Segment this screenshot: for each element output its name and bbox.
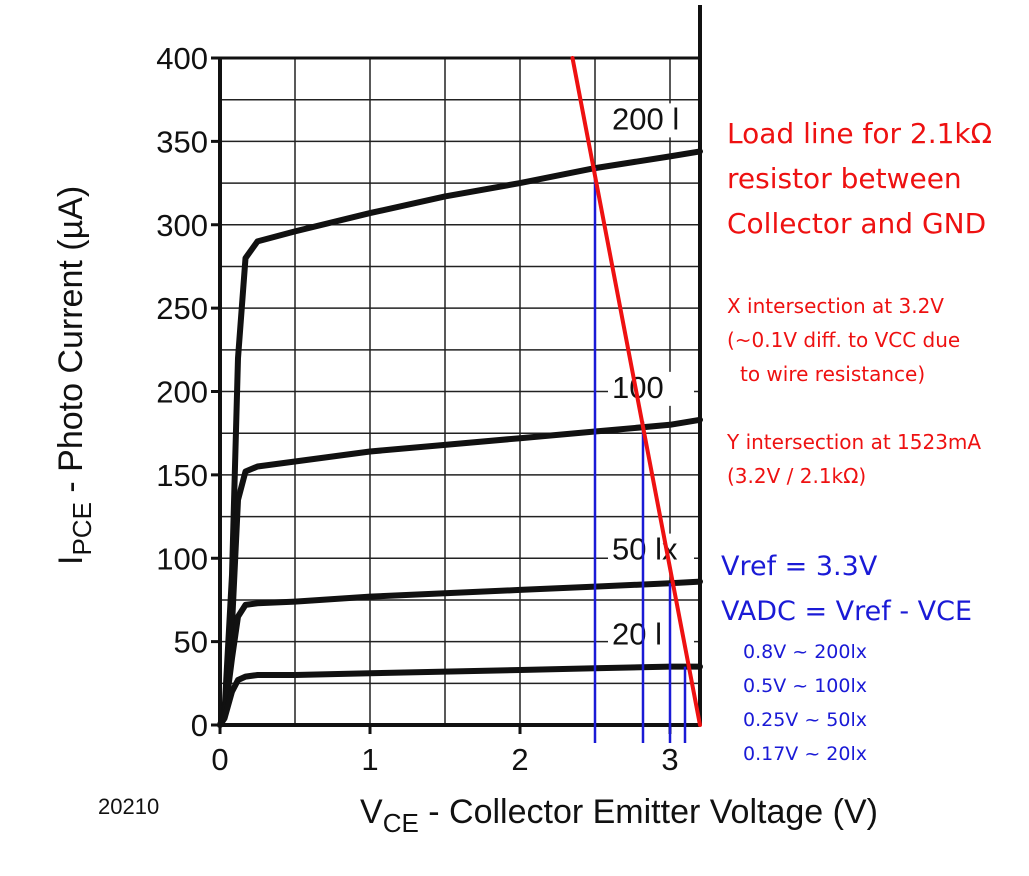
mapping-note-200lx: 0.8V ~ 200lx bbox=[743, 641, 867, 663]
curve-label: 200 l bbox=[612, 101, 679, 136]
y-tick-label: 100 bbox=[156, 541, 208, 576]
curve-label-backing bbox=[608, 371, 694, 406]
y-axis-title: IPCE - Photo Current (µA) bbox=[52, 186, 97, 565]
y-tick-label: 400 bbox=[156, 41, 208, 76]
y-axis-title-main: I bbox=[52, 556, 90, 565]
load-line-note-2: resistor between bbox=[727, 162, 962, 195]
load-line-note-3: Collector and GND bbox=[727, 207, 986, 240]
load-line-note-1: Load line for 2.1kΩ bbox=[727, 117, 992, 150]
mapping-note-20lx: 0.17V ~ 20lx bbox=[743, 743, 867, 765]
y-axis-title-rest: - Photo Current (µA) bbox=[52, 186, 90, 502]
vadc-note: VADC = Vref - VCE bbox=[721, 596, 972, 627]
load-line-annotation: Load line for 2.1kΩ resistor between Col… bbox=[727, 117, 992, 240]
figure-id: 20210 bbox=[98, 794, 159, 819]
x-axis-title: VCE - Collector Emitter Voltage (V) bbox=[360, 793, 878, 838]
mapping-note-50lx: 0.25V ~ 50lx bbox=[743, 709, 867, 731]
y-intersection-note-2: (3.2V / 2.1kΩ) bbox=[727, 464, 866, 488]
y-tick-label: 200 bbox=[156, 375, 208, 410]
y-tick-label: 250 bbox=[156, 291, 208, 326]
x-intersection-note-2: (~0.1V diff. to VCC due bbox=[727, 328, 960, 352]
x-axis-title-sub: CE bbox=[383, 808, 419, 838]
photo-current-curve bbox=[217, 416, 703, 728]
x-intersection-note-1: X intersection at 3.2V bbox=[727, 294, 944, 318]
curve-label: 20 l bbox=[612, 617, 662, 652]
y-tick-label: 50 bbox=[174, 625, 208, 660]
x-intersection-annotation: X intersection at 3.2V (~0.1V diff. to V… bbox=[727, 294, 960, 386]
load-line-group bbox=[570, 56, 702, 727]
y-tick-label: 300 bbox=[156, 208, 208, 243]
y-tick-label: 150 bbox=[156, 458, 208, 493]
operating-point-markers bbox=[593, 168, 687, 743]
x-intersection-note-3: to wire resistance) bbox=[740, 362, 925, 386]
y-tick-label: 0 bbox=[191, 708, 208, 743]
x-tick-label: 0 bbox=[211, 742, 228, 777]
mapping-note-100lx: 0.5V ~ 100lx bbox=[743, 675, 867, 697]
tick-labels: 0 1 2 3 0 50 100 150 200 250 300 350 400 bbox=[156, 41, 678, 777]
y-axis-title-sub: PCE bbox=[67, 502, 97, 555]
x-tick-label: 1 bbox=[361, 742, 378, 777]
curve-label-backing bbox=[608, 533, 694, 568]
photo-current-curve bbox=[217, 578, 703, 728]
curve-label-backing bbox=[608, 103, 694, 138]
vref-note: Vref = 3.3V bbox=[721, 551, 878, 582]
x-tick-label: 2 bbox=[511, 742, 528, 777]
load-line bbox=[570, 56, 702, 727]
x-axis-title-main: V bbox=[360, 793, 383, 831]
y-intersection-annotation: Y intersection at 1523mA (3.2V / 2.1kΩ) bbox=[726, 430, 981, 488]
x-axis-title-rest: - Collector Emitter Voltage (V) bbox=[419, 793, 878, 831]
x-tick-label: 3 bbox=[661, 742, 678, 777]
adc-annotation: Vref = 3.3V VADC = Vref - VCE 0.8V ~ 200… bbox=[721, 551, 972, 765]
y-intersection-note-1: Y intersection at 1523mA bbox=[726, 430, 981, 454]
y-tick-label: 350 bbox=[156, 124, 208, 159]
photo-current-curve bbox=[217, 663, 703, 728]
